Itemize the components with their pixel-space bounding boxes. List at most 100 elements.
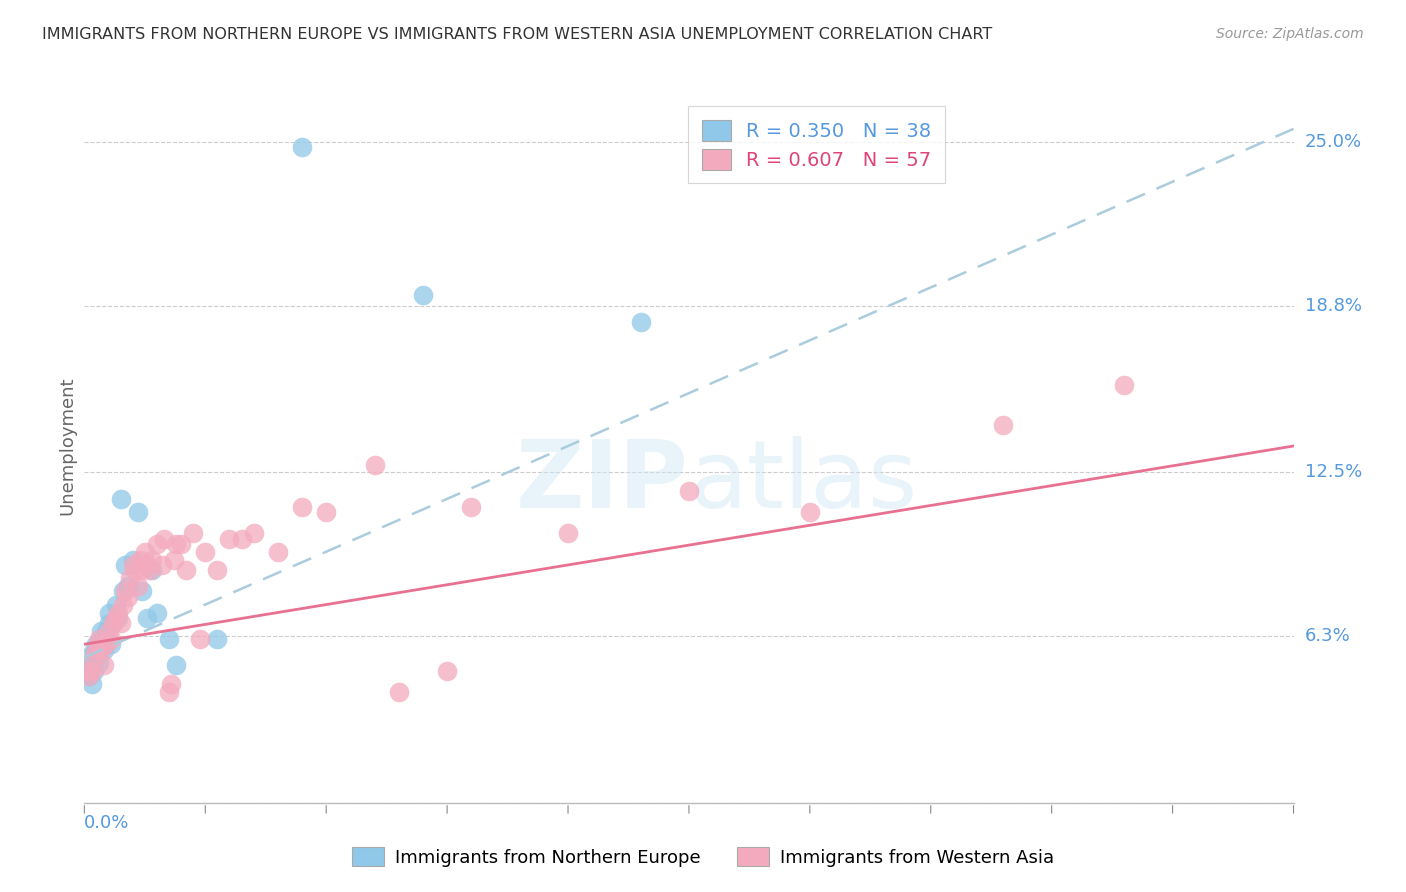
Text: atlas: atlas (689, 435, 917, 528)
Point (83, 650, 105, 665)
Point (112, 584, 135, 599)
Point (87, 642, 110, 657)
Point (104, 611, 127, 625)
Point (436, 664, 458, 678)
Point (993, 417, 1015, 432)
Point (141, 552, 163, 566)
Point (388, 685, 411, 699)
Point (127, 505, 149, 519)
Point (231, 532, 253, 546)
Point (267, 545, 290, 559)
Point (76, 664, 98, 678)
Point (86, 642, 108, 657)
Point (87, 656, 110, 670)
Text: IMMIGRANTS FROM NORTHERN EUROPE VS IMMIGRANTS FROM WESTERN ASIA UNEMPLOYMENT COR: IMMIGRANTS FROM NORTHERN EUROPE VS IMMIG… (42, 27, 993, 42)
Point (136, 611, 159, 625)
Point (117, 590, 139, 604)
Point (110, 616, 132, 631)
Point (80, 664, 103, 678)
Point (93, 632, 115, 646)
Point (190, 632, 212, 646)
Point (174, 563, 197, 577)
Point (90, 642, 112, 657)
Point (315, 505, 337, 519)
Point (134, 545, 156, 559)
Point (103, 616, 125, 631)
Point (127, 579, 149, 593)
Point (100, 632, 122, 646)
Point (110, 491, 132, 506)
Point (121, 558, 143, 572)
Point (86, 650, 108, 665)
Point (163, 552, 186, 566)
Point (170, 537, 193, 551)
Point (630, 315, 652, 329)
Point (114, 584, 136, 599)
Text: 18.8%: 18.8% (1305, 297, 1361, 315)
Point (181, 526, 204, 541)
Point (97, 606, 120, 620)
Point (114, 558, 136, 572)
Point (107, 611, 129, 625)
Point (291, 140, 314, 154)
Point (93, 658, 115, 673)
Point (146, 606, 169, 620)
Text: 25.0%: 25.0% (1305, 133, 1362, 151)
Point (97, 616, 120, 631)
Point (150, 558, 173, 572)
Point (557, 526, 579, 541)
Point (87, 632, 110, 646)
Point (80, 677, 103, 691)
Point (218, 532, 240, 546)
Point (165, 537, 187, 551)
Point (363, 458, 385, 472)
Point (242, 526, 264, 541)
Text: 6.3%: 6.3% (1305, 627, 1350, 645)
Point (77, 669, 100, 683)
Text: Source: ZipAtlas.com: Source: ZipAtlas.com (1216, 27, 1364, 41)
Legend: R = 0.350   N = 38, R = 0.607   N = 57: R = 0.350 N = 38, R = 0.607 N = 57 (688, 106, 945, 184)
Point (124, 563, 146, 577)
Point (112, 598, 135, 612)
Point (77, 650, 100, 665)
Y-axis label: Unemployment: Unemployment (58, 376, 76, 516)
Point (94, 637, 117, 651)
Point (90, 637, 112, 651)
Point (1114, 378, 1136, 392)
Point (207, 563, 229, 577)
Point (90, 624, 112, 638)
Point (460, 500, 482, 514)
Point (194, 545, 217, 559)
Point (120, 571, 142, 585)
Point (80, 658, 103, 673)
Point (100, 637, 122, 651)
Text: 12.5%: 12.5% (1305, 464, 1362, 482)
Point (86, 637, 108, 651)
Point (104, 598, 127, 612)
Point (136, 558, 159, 572)
Point (678, 483, 700, 498)
Point (121, 552, 143, 566)
Point (141, 563, 163, 577)
Point (160, 677, 183, 691)
Text: 0.0%: 0.0% (84, 814, 129, 831)
Point (76, 664, 98, 678)
Point (97, 624, 120, 638)
Point (131, 584, 153, 599)
Point (129, 552, 152, 566)
Legend: Immigrants from Northern Europe, Immigrants from Western Asia: Immigrants from Northern Europe, Immigra… (344, 840, 1062, 874)
Point (412, 288, 434, 302)
Text: ZIP: ZIP (516, 435, 689, 528)
Point (153, 532, 176, 546)
Point (165, 658, 187, 673)
Point (94, 624, 117, 638)
Point (157, 632, 180, 646)
Point (207, 632, 229, 646)
Point (103, 616, 125, 631)
Point (131, 563, 153, 577)
Point (77, 669, 100, 683)
Point (799, 505, 821, 519)
Point (83, 642, 105, 657)
Point (83, 664, 105, 678)
Point (107, 606, 129, 620)
